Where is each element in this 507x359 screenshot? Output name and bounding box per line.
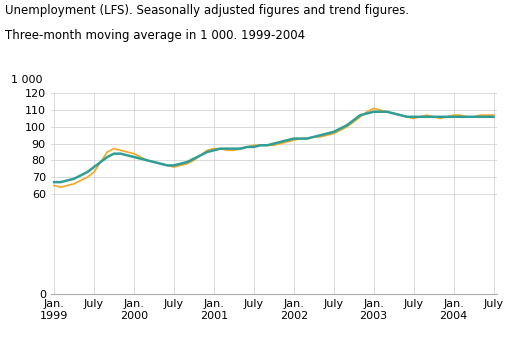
Trend bbox=[231, 146, 237, 151]
Seasonally adjusted bbox=[58, 185, 64, 189]
Seasonally adjusted bbox=[464, 115, 470, 119]
Trend bbox=[490, 115, 496, 119]
Line: Seasonally adjusted: Seasonally adjusted bbox=[54, 108, 493, 187]
Trend bbox=[390, 111, 396, 116]
Trend bbox=[118, 151, 124, 156]
Text: Unemployment (LFS). Seasonally adjusted figures and trend figures.: Unemployment (LFS). Seasonally adjusted … bbox=[5, 4, 409, 17]
Trend bbox=[371, 109, 377, 114]
Seasonally adjusted bbox=[237, 146, 243, 151]
Seasonally adjusted bbox=[397, 113, 404, 117]
Trend bbox=[464, 115, 470, 119]
Trend bbox=[104, 155, 111, 159]
Seasonally adjusted bbox=[51, 183, 57, 188]
Seasonally adjusted bbox=[371, 106, 377, 111]
Seasonally adjusted bbox=[111, 146, 117, 151]
Seasonally adjusted bbox=[258, 143, 264, 148]
Text: 1 000: 1 000 bbox=[11, 75, 42, 85]
Text: Three-month moving average in 1 000. 1999-2004: Three-month moving average in 1 000. 199… bbox=[5, 29, 305, 42]
Seasonally adjusted bbox=[490, 113, 496, 117]
Line: Trend: Trend bbox=[54, 112, 493, 182]
Seasonally adjusted bbox=[91, 170, 97, 174]
Trend bbox=[251, 145, 257, 149]
Trend bbox=[51, 180, 57, 184]
